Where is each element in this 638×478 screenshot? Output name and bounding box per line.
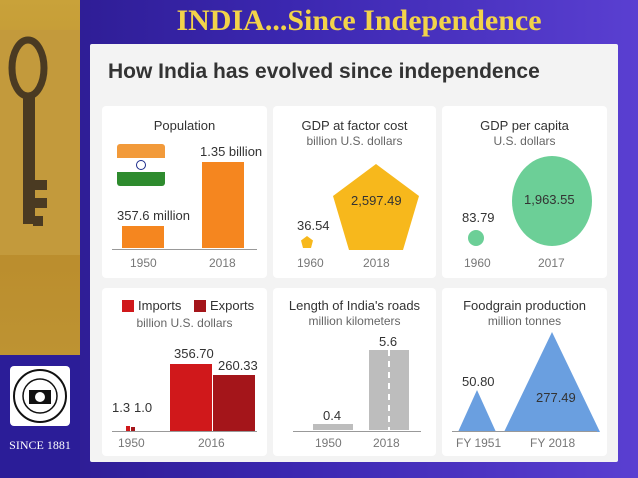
exports-1950-value: 1.0 bbox=[134, 400, 153, 415]
gdppc-x-2017: 2017 bbox=[538, 256, 565, 270]
gdppc-1960-value: 83.79 bbox=[462, 210, 495, 225]
roads-title: Length of India's roads bbox=[288, 298, 421, 313]
since-1881-label: SINCE 1881 bbox=[9, 438, 71, 452]
food-subtitle: million tonnes bbox=[487, 314, 562, 328]
imports-legend-label: Imports bbox=[138, 298, 182, 313]
population-1950-value: 357.6 million bbox=[117, 208, 190, 223]
infographic-panel: How India has evolved since independence… bbox=[90, 44, 618, 462]
exports-2016-bar bbox=[213, 375, 255, 431]
gdp-2018-value: 2,597.49 bbox=[351, 193, 402, 208]
food-x-2018: FY 2018 bbox=[530, 436, 576, 450]
food-1951-triangle bbox=[458, 390, 496, 432]
food-1951-value: 50.80 bbox=[462, 374, 495, 389]
roads-subtitle: million kilometers bbox=[308, 314, 401, 328]
gdppc-2017-circle bbox=[512, 156, 592, 246]
population-x-1950: 1950 bbox=[130, 256, 157, 270]
gdp-x-1960: 1960 bbox=[297, 256, 324, 270]
gdp-1960-value: 36.54 bbox=[297, 218, 330, 233]
gdppc-2017-value: 1,963.55 bbox=[524, 192, 575, 207]
food-2018-triangle bbox=[504, 332, 600, 432]
gdppc-title: GDP per capita bbox=[480, 118, 569, 133]
roads-2018-value: 5.6 bbox=[379, 334, 398, 349]
roads-x-2018: 2018 bbox=[373, 436, 400, 450]
population-card: Population 1.35 billion 357.6 million 19… bbox=[102, 106, 267, 278]
roads-x-1950: 1950 bbox=[315, 436, 342, 450]
exports-2016-value: 260.33 bbox=[218, 358, 258, 373]
imports-legend-swatch bbox=[122, 300, 134, 312]
antique-key-image bbox=[0, 30, 80, 255]
gdp-per-capita-card: GDP per capita U.S. dollars 83.79 1,963.… bbox=[442, 106, 607, 278]
population-1950-bar bbox=[122, 226, 164, 248]
gdp-1960-pentagon bbox=[301, 236, 313, 248]
roads-1950-bar bbox=[313, 424, 353, 430]
foodgrain-card: Foodgrain production million tonnes 50.8… bbox=[442, 288, 607, 456]
trade-x-1950: 1950 bbox=[118, 436, 145, 450]
imports-2016-bar bbox=[170, 364, 212, 431]
food-2018-value: 277.49 bbox=[536, 390, 576, 405]
imports-1950-value: 1.3 bbox=[112, 400, 131, 415]
population-x-2018: 2018 bbox=[209, 256, 236, 270]
gdp-subtitle: billion U.S. dollars bbox=[306, 134, 403, 148]
trade-subtitle: billion U.S. dollars bbox=[136, 316, 233, 330]
college-seal-logo bbox=[10, 366, 70, 426]
exports-1950-bar bbox=[131, 427, 135, 431]
india-flag-icon bbox=[117, 144, 165, 186]
gdppc-1960-circle bbox=[468, 230, 484, 246]
food-title: Foodgrain production bbox=[463, 298, 586, 313]
imports-1950-bar bbox=[126, 426, 130, 431]
population-2018-bar bbox=[202, 162, 244, 248]
exports-legend-label: Exports bbox=[210, 298, 255, 313]
gdp-x-2018: 2018 bbox=[363, 256, 390, 270]
population-2018-value: 1.35 billion bbox=[200, 144, 263, 159]
roads-card: Length of India's roads million kilomete… bbox=[273, 288, 436, 456]
trade-x-2016: 2016 bbox=[198, 436, 225, 450]
roads-2018-bar bbox=[369, 350, 409, 430]
population-title: Population bbox=[153, 118, 216, 133]
gdp-card: GDP at factor cost billion U.S. dollars … bbox=[273, 106, 436, 278]
gdp-2018-pentagon bbox=[333, 164, 419, 250]
food-x-1951: FY 1951 bbox=[456, 436, 502, 450]
roads-1950-value: 0.4 bbox=[323, 408, 342, 423]
imports-2016-value: 356.70 bbox=[174, 346, 214, 361]
gdp-title: GDP at factor cost bbox=[301, 118, 408, 133]
trade-card: Imports Exports billion U.S. dollars 1.3… bbox=[102, 288, 267, 456]
gdppc-subtitle: U.S. dollars bbox=[493, 134, 556, 148]
infographic-title: How India has evolved since independence bbox=[108, 60, 540, 83]
exports-legend-swatch bbox=[194, 300, 206, 312]
gdppc-x-1960: 1960 bbox=[464, 256, 491, 270]
slide-title: INDIA...Since Independence bbox=[176, 4, 542, 37]
